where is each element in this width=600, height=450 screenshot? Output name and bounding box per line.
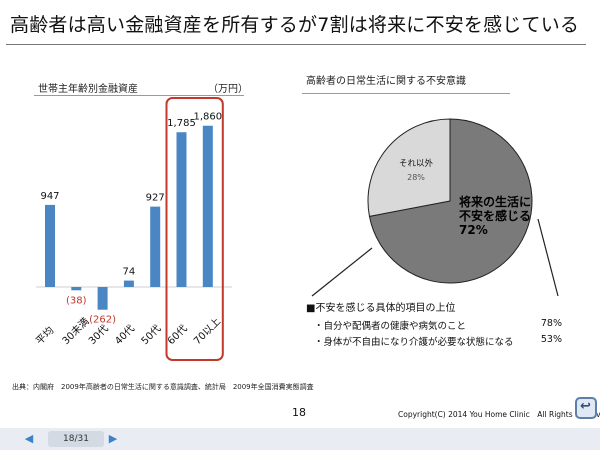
bar-chart-title-rule <box>34 95 244 96</box>
slide-title: 高齢者は高い金融資産を所有するが7割は将来に不安を感じている <box>10 14 580 36</box>
pie-callout-line <box>537 218 559 297</box>
x-tick-label: 30代 <box>86 323 111 348</box>
pie-callout-line <box>311 247 373 297</box>
page-number: 18 <box>292 406 306 419</box>
x-tick-label: 30未満 <box>60 315 92 347</box>
bar-chart-unit: （万円） <box>208 84 248 95</box>
title-divider <box>6 44 586 45</box>
bar-chart-title: 世帯主年齢別金融資産 <box>38 84 138 95</box>
pie-slice-value: 28% <box>407 173 425 182</box>
x-tick-label: 平均 <box>34 324 57 347</box>
highlight-box <box>165 97 224 361</box>
bar-value-label: 1,860 <box>193 112 222 123</box>
bar-50代 <box>150 206 161 287</box>
triangle-left-icon[interactable]: ◀ <box>24 432 34 445</box>
bar-value-label: 927 <box>146 193 165 204</box>
pie-chart-title: 高齢者の日常生活に関する不安意識 <box>306 76 466 87</box>
bar-平均 <box>45 204 55 287</box>
bar-70以上 <box>202 125 213 287</box>
pie-chart-title-rule <box>302 93 510 94</box>
anxiety-item-percent: 78% <box>540 318 562 329</box>
bar-value-label: 74 <box>123 267 136 278</box>
bar-40代 <box>123 280 134 287</box>
anxiety-items-title: ■不安を感じる具体的項目の上位 <box>306 303 456 314</box>
bar-value-label: (262) <box>89 315 116 326</box>
pie-slice <box>368 118 533 284</box>
bar-30未満 <box>71 287 82 291</box>
bar-60代 <box>176 132 187 287</box>
x-tick-label: 40代 <box>113 323 138 348</box>
bar-value-label: (38) <box>66 295 87 306</box>
slide: 高齢者は高い金融資産を所有するが7割は将来に不安を感じている 世帯主年齢別金融資… <box>0 0 600 428</box>
pie-chart: 将来の生活に不安を感じる 72% それ以外 28% <box>311 118 559 297</box>
anxiety-item-label: ・身体が不自由になり介護が必要な状態になる <box>314 337 514 348</box>
pie-slice-label: それ以外 <box>399 158 434 169</box>
pie-slice-label: 将来の生活に不安を感じる 72% <box>459 194 531 237</box>
anxiety-item-label: ・自分や配偶者の健康や病気のこと <box>314 321 467 332</box>
bar-chart: 947 平均 (38) 30未満(262)30代 74 40代 927 50代 1,785 60代… <box>34 97 232 361</box>
copyright-text: Copyright(C) 2014 You Home Clinic All Ri… <box>398 410 600 419</box>
bar-value-label: 947 <box>40 191 59 202</box>
source-note: 出典：内閣府 2009年高齢者の日常生活に関する意識調査、統計局 2009年全国… <box>12 383 314 391</box>
pie-slice <box>367 118 451 217</box>
triangle-right-icon[interactable]: ▶ <box>108 432 118 445</box>
x-tick-label: 70以上 <box>191 315 223 347</box>
anxiety-item-percent: 53% <box>540 334 562 345</box>
page-counter: 18/31 <box>48 431 104 447</box>
slide-navigation: ◀ 18/31 ▶ <box>0 428 600 450</box>
x-tick-label: 60代 <box>165 323 190 348</box>
x-tick-label: 50代 <box>139 323 164 348</box>
bar-value-label: 1,785 <box>167 118 196 129</box>
presentation-icon[interactable]: ↩ <box>575 397 597 419</box>
bar-30代 <box>97 287 108 310</box>
